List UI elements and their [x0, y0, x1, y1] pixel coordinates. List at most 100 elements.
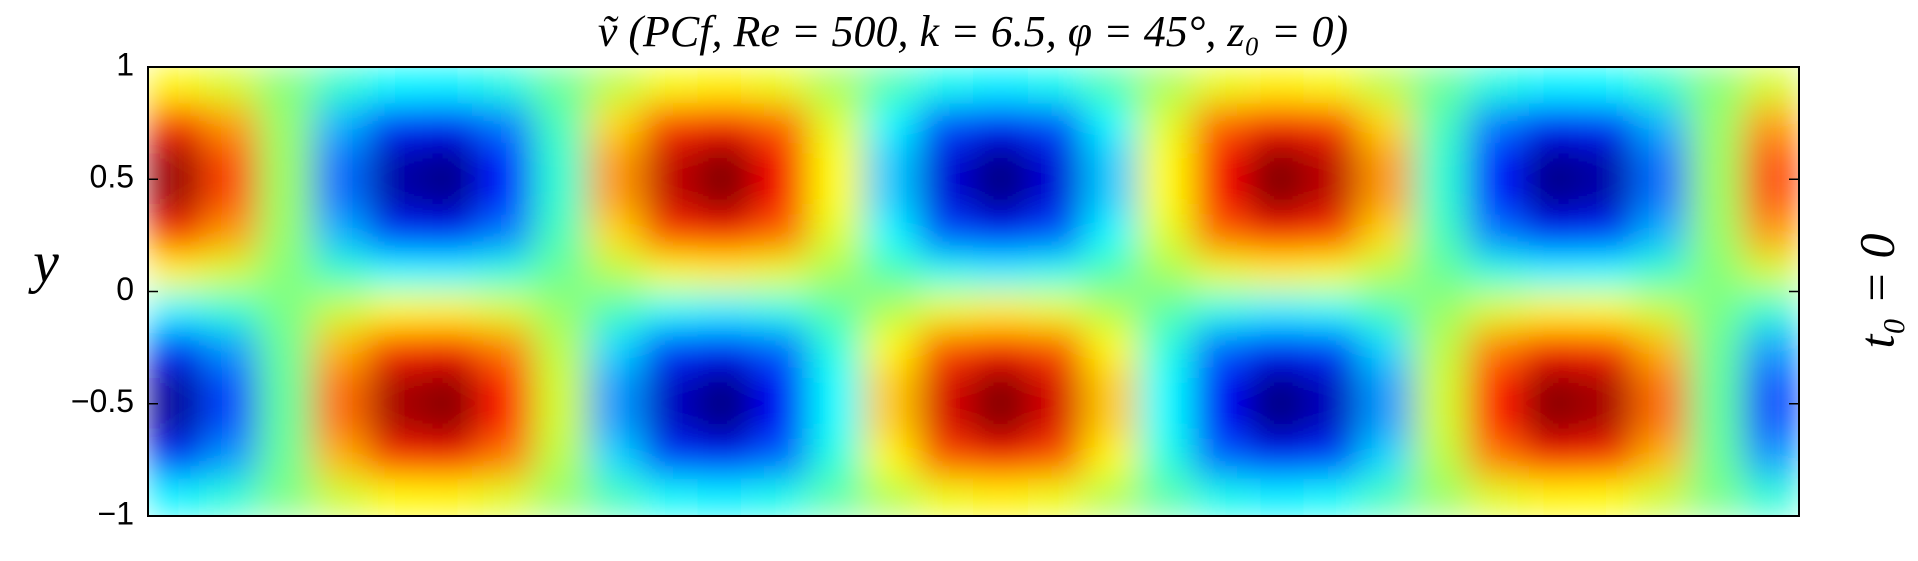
heatmap-cell: [1578, 178, 1635, 218]
y-tick-label: 1: [116, 46, 134, 82]
heatmap-cell: [807, 216, 864, 255]
heatmap-cell: [1358, 67, 1415, 105]
heatmap-cell: [642, 216, 699, 255]
heatmap-cell: [1138, 103, 1195, 143]
heatmap-cell: [1358, 178, 1415, 218]
heatmap-cell: [257, 103, 314, 143]
heatmap-cell: [532, 328, 589, 367]
heatmap-cell: [1523, 365, 1580, 405]
heatmap-cell: [697, 178, 754, 218]
heatmap-cell: [1028, 328, 1085, 367]
heatmap-cell: [312, 253, 369, 292]
heatmap-cell: [642, 328, 699, 367]
heatmap-cell: [532, 290, 589, 330]
heatmap-cell: [1248, 67, 1305, 105]
heatmap-cell: [642, 141, 699, 180]
heatmap-cell: [1468, 478, 1525, 516]
heatmap-cell: [917, 216, 974, 255]
heatmap-cell: [477, 403, 534, 442]
heatmap-cell: [1083, 178, 1140, 218]
heatmap-cell: [1523, 328, 1580, 367]
heatmap-cell: [477, 478, 534, 516]
heatmap-cell: [422, 67, 479, 105]
heatmap-cell: [917, 67, 974, 105]
heatmap-cell: [148, 403, 204, 442]
heatmap-cell: [367, 328, 424, 367]
heatmap-cell: [1138, 365, 1195, 405]
heatmap-cell: [422, 328, 479, 367]
heatmap-cell: [1413, 290, 1470, 330]
heatmap-cell: [642, 365, 699, 405]
heatmap-cell: [973, 103, 1030, 143]
heatmap-cell: [257, 178, 314, 218]
heatmap-cell: [1248, 178, 1305, 218]
heatmap-cell: [1028, 253, 1085, 292]
heatmap-cell: [917, 440, 974, 480]
heatmap-cell: [752, 178, 809, 218]
heatmap-cell: [1743, 403, 1799, 442]
heatmap-cell: [1633, 216, 1690, 255]
heatmap-cell: [642, 478, 699, 516]
heatmap-cell: [697, 216, 754, 255]
heatmap-cell: [1688, 290, 1745, 330]
heatmap-cell: [532, 365, 589, 405]
heatmap-cell: [697, 67, 754, 105]
heatmap-cell: [1028, 440, 1085, 480]
heatmap-cell: [642, 440, 699, 480]
heatmap-cell: [862, 478, 919, 516]
heatmap-cell: [1468, 403, 1525, 442]
heatmap-cell: [1578, 290, 1635, 330]
heatmap-cell: [1633, 178, 1690, 218]
heatmap-cell: [312, 403, 369, 442]
heatmap-cell: [1523, 103, 1580, 143]
heatmap-cell: [642, 67, 699, 105]
heatmap-cell: [1193, 103, 1250, 143]
heatmap-cell: [1688, 328, 1745, 367]
heatmap-cell: [257, 290, 314, 330]
heatmap-cell: [1578, 365, 1635, 405]
heatmap-cell: [1633, 328, 1690, 367]
heatmap-cell: [973, 290, 1030, 330]
heatmap-cell: [257, 440, 314, 480]
heatmap-cell: [1303, 403, 1360, 442]
heatmap-cell: [257, 478, 314, 516]
heatmap-cell: [1523, 216, 1580, 255]
heatmap-cell: [1743, 141, 1799, 180]
heatmap-cell: [477, 365, 534, 405]
heatmap-cell: [973, 178, 1030, 218]
heatmap-cell: [1633, 365, 1690, 405]
heatmap-cell: [1303, 103, 1360, 143]
heatmap-cell: [148, 216, 204, 255]
heatmap-cell: [642, 103, 699, 143]
heatmap-cell: [752, 216, 809, 255]
heatmap-cell: [148, 178, 204, 218]
heatmap-cell: [532, 178, 589, 218]
heatmap-cell: [148, 478, 204, 516]
heatmap-cell: [1578, 216, 1635, 255]
heatmap-cell: [1523, 141, 1580, 180]
heatmap-cell: [532, 67, 589, 105]
heatmap-cell: [1743, 253, 1799, 292]
heatmap-cell: [1248, 216, 1305, 255]
heatmap-cell: [257, 216, 314, 255]
heatmap-cell: [862, 365, 919, 405]
heatmap-cell: [477, 216, 534, 255]
heatmap-cell: [1138, 216, 1195, 255]
heatmap-cell: [1578, 328, 1635, 367]
heatmap-cell: [1688, 141, 1745, 180]
heatmap-cell: [862, 178, 919, 218]
heatmap-cell: [1028, 178, 1085, 218]
heatmap-cell: [532, 478, 589, 516]
heatmap-cell: [477, 290, 534, 330]
heatmap-cell: [477, 328, 534, 367]
heatmap-cell: [312, 141, 369, 180]
heatmap-cell: [257, 328, 314, 367]
heatmap-cell: [807, 290, 864, 330]
heatmap-cell: [367, 440, 424, 480]
right-label: t₀ = 0: [1848, 233, 1904, 348]
heatmap-cell: [1138, 141, 1195, 180]
heatmap-cell: [202, 141, 259, 180]
heatmap-cell: [1248, 328, 1305, 367]
heatmap-cell: [312, 216, 369, 255]
heatmap-cell: [532, 141, 589, 180]
